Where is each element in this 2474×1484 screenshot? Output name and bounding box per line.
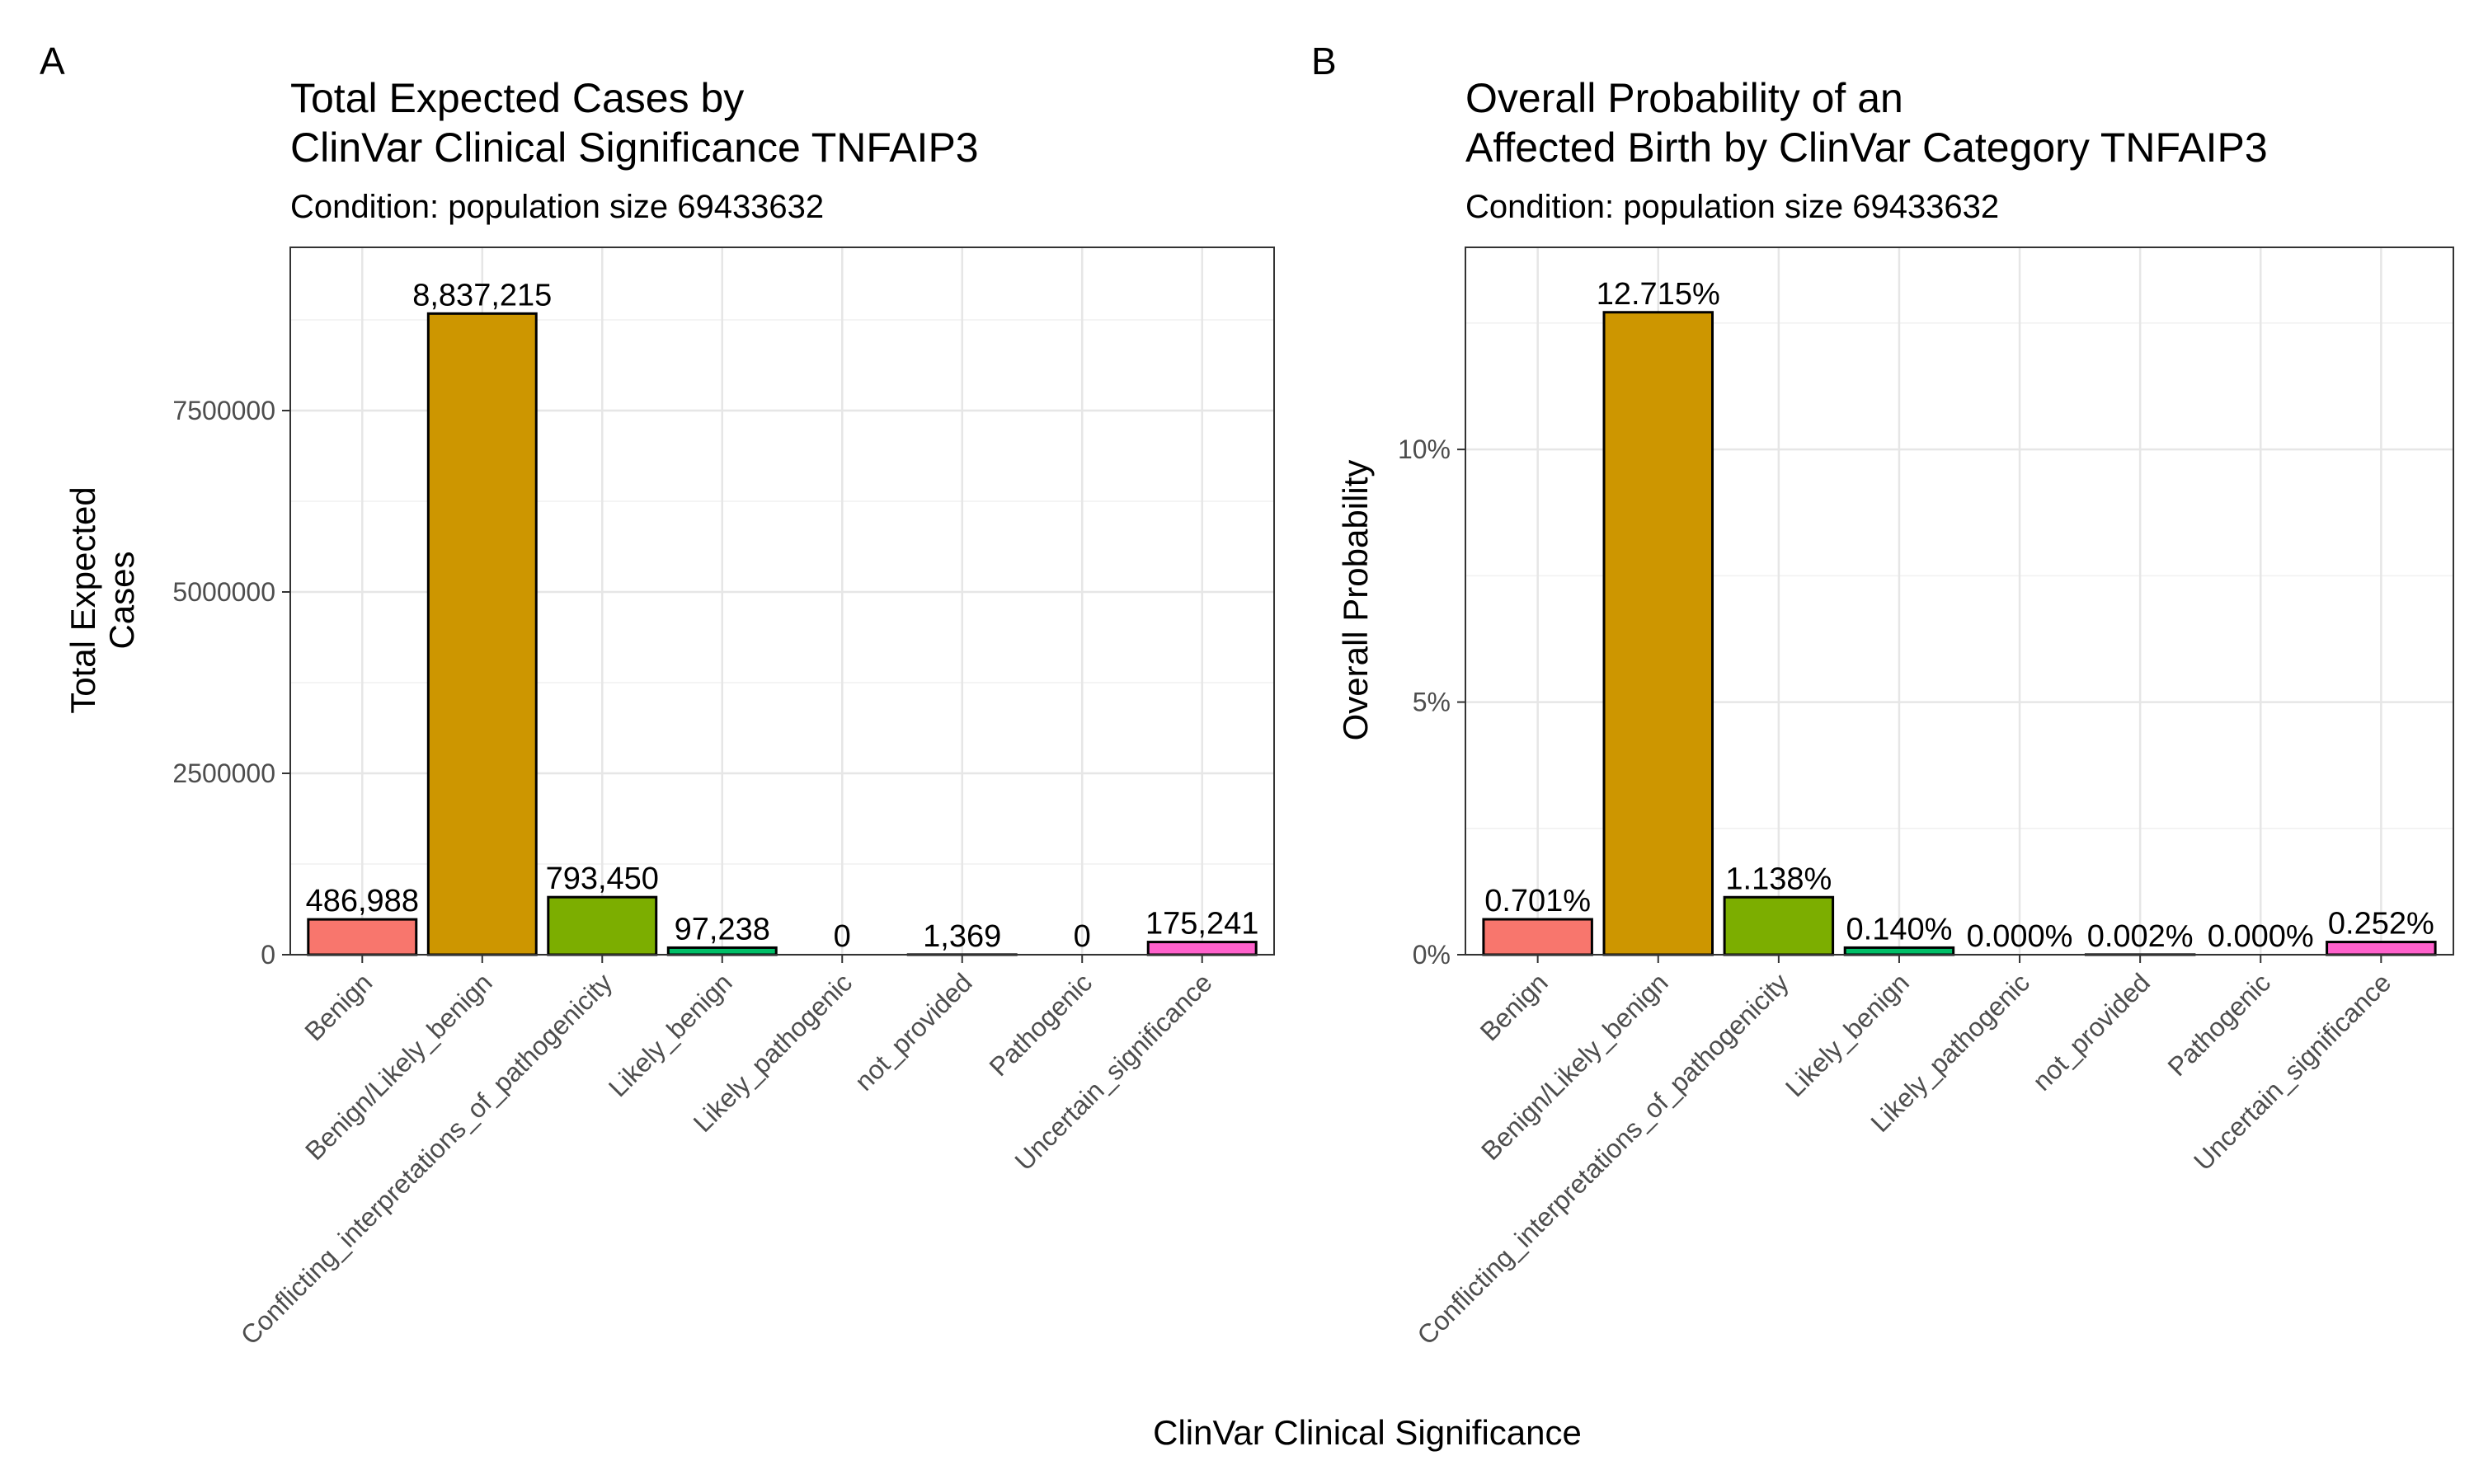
x-axis-label: ClinVar Clinical Significance [1153, 1413, 1582, 1452]
bar [1602, 311, 1714, 956]
plot-border [1465, 247, 2454, 956]
y-axis-ticks: 0% 5% 10% [1398, 434, 1465, 970]
data-labels: 486,988 8,837,215 793,450 97,238 0 1,369 0 175,… [306, 278, 1259, 954]
data-label: 8,837,215 [412, 278, 552, 312]
bar [1482, 918, 1593, 956]
bar [1723, 895, 1835, 956]
bar [307, 918, 418, 956]
data-label: 0.140% [1846, 912, 1953, 946]
y-tick-label: 7500000 [172, 396, 275, 425]
data-label: 0 [1074, 919, 1091, 954]
panel-b: B Overall Probability of an Affected Bir… [1311, 40, 2454, 1350]
chart-title-line-2: Affected Birth by ClinVar Category TNFAI… [1465, 124, 2268, 171]
panel-letter: A [40, 40, 65, 82]
y-tick-label: 0 [261, 940, 275, 970]
data-label: 1.138% [1725, 862, 1832, 896]
data-label: 0 [834, 919, 851, 954]
data-label: 793,450 [546, 862, 659, 896]
y-tick-label: 5% [1413, 688, 1451, 717]
chart-title-line-1: Overall Probability of an [1465, 75, 1903, 121]
data-labels: 0.701% 12.715% 1.138% 0.140% 0.000% 0.002% 0.0… [1484, 277, 2434, 954]
y-axis-label-line-2: Cases [102, 551, 141, 649]
bar [426, 312, 538, 956]
bar [1843, 946, 1955, 956]
data-label: 1,369 [923, 919, 1001, 954]
chart-title-line-1: Total Expected Cases by [290, 75, 744, 121]
plot-border [289, 247, 1275, 956]
data-label: 97,238 [675, 912, 770, 946]
data-label: 0.000% [1967, 919, 2073, 954]
data-label: 0.002% [2087, 919, 2194, 954]
data-label: 175,241 [1145, 907, 1258, 942]
y-tick-label: 5000000 [172, 577, 275, 607]
y-tick-label: 2500000 [172, 758, 275, 788]
chart-title-line-2: ClinVar Clinical Significance TNFAIP3 [290, 124, 979, 171]
bar [1146, 941, 1258, 956]
bars [1482, 311, 2437, 956]
y-tick-label: 10% [1398, 434, 1451, 464]
panel-letter: B [1311, 40, 1337, 82]
bars [307, 312, 1258, 956]
bar [666, 946, 778, 956]
data-label: 486,988 [306, 884, 419, 918]
chart-subtitle: Condition: population size 69433632 [290, 189, 824, 225]
bar [547, 895, 658, 956]
y-tick-label: 0% [1413, 940, 1451, 970]
y-axis-ticks: 0 2500000 5000000 7500000 [172, 396, 290, 970]
data-label: 12.715% [1597, 277, 1720, 312]
y-axis-label-line-1: Total Expected [63, 486, 102, 714]
y-axis-label-line-1: Overall Probability [1336, 460, 1375, 741]
data-label: 0.701% [1484, 884, 1591, 918]
data-label: 0.252% [2328, 907, 2434, 942]
data-label: 0.000% [2208, 919, 2314, 954]
bar [2326, 941, 2437, 956]
chart-subtitle: Condition: population size 69433632 [1465, 189, 1999, 225]
